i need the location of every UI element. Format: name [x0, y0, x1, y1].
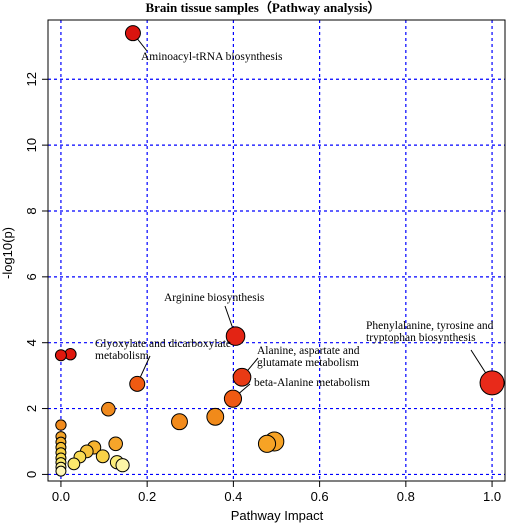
y-tick-label: 10 — [24, 138, 39, 152]
y-tick-label: 12 — [24, 72, 39, 86]
x-tick-label: 0.4 — [224, 489, 242, 504]
data-point — [67, 457, 81, 471]
annotation-label: tryptophan biosynthesis — [366, 332, 476, 344]
x-tick-label: 0.6 — [311, 489, 329, 504]
data-points — [54, 25, 505, 477]
x-tick-label: 0.0 — [52, 489, 70, 504]
data-point — [479, 370, 505, 396]
annotation-label: metabolism — [95, 350, 149, 362]
annotation-label: Phenylalanine, tyrosine and — [366, 320, 494, 332]
data-point — [55, 419, 67, 431]
annotation-label: beta-Alanine metabolism — [254, 377, 370, 389]
y-tick-label: 8 — [24, 207, 39, 214]
data-point — [108, 436, 123, 452]
annotation-label: glutamate metabolism — [257, 357, 359, 369]
annotations: Aminoacyl-tRNA biosynthesis Arginine bios… — [95, 51, 494, 389]
x-tick-label: 0.8 — [397, 489, 415, 504]
y-tick-label: 0 — [24, 471, 39, 478]
annotation-label: Alanine, aspartate and — [257, 345, 360, 357]
annotation-label: Glyoxylate and dicarboxylate — [95, 338, 231, 350]
x-tick-label: 1.0 — [483, 489, 501, 504]
annotation-label: Arginine biosynthesis — [164, 292, 265, 304]
data-point — [232, 367, 252, 387]
y-tick-label: 4 — [24, 339, 39, 346]
data-point — [54, 349, 67, 362]
data-point — [206, 407, 225, 426]
chart-title: Brain tissue samples（Pathway analysis） — [145, 0, 380, 15]
data-point — [171, 413, 188, 431]
x-tick-label: 0.2 — [138, 489, 156, 504]
y-axis-label: -log10(p) — [0, 227, 15, 279]
data-point — [124, 25, 141, 42]
axes: 0.0 0.2 0.4 0.6 0.8 1.0 0 2 4 6 8 10 12 — [24, 19, 506, 504]
data-point — [257, 434, 277, 453]
data-point — [95, 449, 110, 464]
grid — [48, 20, 505, 481]
data-point — [101, 401, 116, 417]
y-tick-label: 6 — [24, 273, 39, 280]
plot-frame — [47, 19, 506, 482]
data-point — [225, 326, 246, 346]
data-point — [129, 375, 146, 392]
x-axis-label: Pathway Impact — [231, 508, 324, 523]
data-point — [223, 389, 243, 408]
annotation-label: Aminoacyl-tRNA biosynthesis — [141, 51, 283, 63]
y-tick-label: 2 — [24, 405, 39, 412]
data-point — [115, 458, 130, 473]
data-point — [55, 465, 67, 477]
